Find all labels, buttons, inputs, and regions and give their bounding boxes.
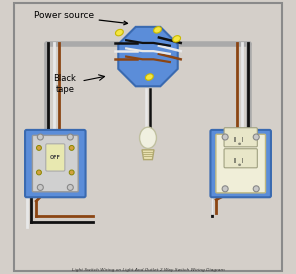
Ellipse shape bbox=[238, 164, 241, 166]
Polygon shape bbox=[118, 27, 178, 86]
Ellipse shape bbox=[139, 127, 157, 149]
FancyBboxPatch shape bbox=[46, 144, 65, 171]
Circle shape bbox=[69, 145, 74, 150]
Bar bbox=[242, 158, 243, 163]
Ellipse shape bbox=[154, 27, 161, 33]
FancyBboxPatch shape bbox=[210, 130, 271, 197]
Circle shape bbox=[36, 170, 41, 175]
Circle shape bbox=[222, 134, 228, 140]
Circle shape bbox=[69, 170, 74, 175]
Polygon shape bbox=[142, 150, 154, 160]
FancyBboxPatch shape bbox=[224, 128, 257, 147]
Ellipse shape bbox=[145, 74, 153, 80]
Text: Light Switch Wiring on Light And Outlet 2 Way Switch Wiring Diagram: Light Switch Wiring on Light And Outlet … bbox=[72, 269, 224, 272]
Bar bbox=[234, 158, 236, 163]
Circle shape bbox=[67, 184, 73, 190]
Text: OFF: OFF bbox=[50, 155, 61, 160]
Circle shape bbox=[37, 134, 43, 140]
FancyBboxPatch shape bbox=[216, 134, 266, 193]
FancyBboxPatch shape bbox=[33, 135, 78, 192]
Bar bbox=[242, 137, 243, 142]
Circle shape bbox=[253, 186, 259, 192]
Ellipse shape bbox=[115, 29, 123, 36]
Circle shape bbox=[37, 184, 43, 190]
Bar bbox=[234, 137, 236, 142]
FancyBboxPatch shape bbox=[25, 130, 86, 197]
Circle shape bbox=[67, 134, 73, 140]
Ellipse shape bbox=[173, 36, 181, 42]
FancyBboxPatch shape bbox=[224, 149, 257, 168]
Ellipse shape bbox=[238, 142, 241, 145]
Text: Black
tape: Black tape bbox=[53, 74, 76, 94]
Text: Power source: Power source bbox=[33, 12, 128, 25]
Circle shape bbox=[36, 145, 41, 150]
Circle shape bbox=[253, 134, 259, 140]
Circle shape bbox=[222, 186, 228, 192]
